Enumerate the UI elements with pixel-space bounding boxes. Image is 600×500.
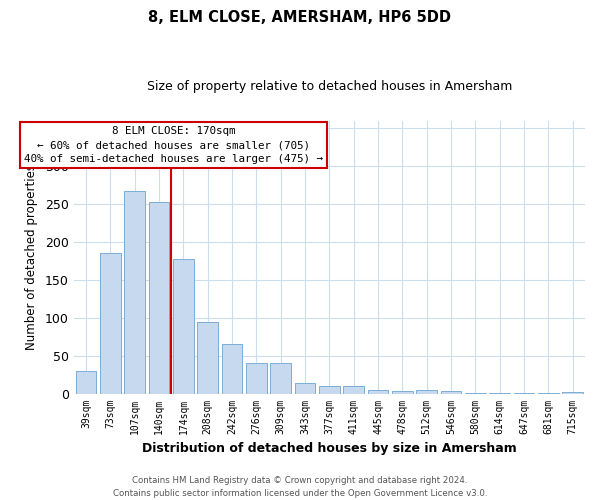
Bar — [441, 392, 461, 394]
Bar — [271, 363, 291, 394]
Title: Size of property relative to detached houses in Amersham: Size of property relative to detached ho… — [147, 80, 512, 93]
Bar — [562, 392, 583, 394]
Bar — [173, 258, 194, 394]
Bar — [319, 386, 340, 394]
X-axis label: Distribution of detached houses by size in Amersham: Distribution of detached houses by size … — [142, 442, 517, 455]
Bar — [295, 383, 316, 394]
Bar — [100, 252, 121, 394]
Bar — [76, 371, 97, 394]
Bar — [197, 322, 218, 394]
Bar — [343, 386, 364, 394]
Bar — [368, 390, 388, 394]
Bar — [124, 191, 145, 394]
Bar — [149, 202, 169, 394]
Bar — [416, 390, 437, 394]
Bar — [246, 363, 267, 394]
Bar — [222, 344, 242, 394]
Bar — [538, 393, 559, 394]
Bar — [490, 393, 510, 394]
Bar — [392, 392, 413, 394]
Text: Contains HM Land Registry data © Crown copyright and database right 2024.
Contai: Contains HM Land Registry data © Crown c… — [113, 476, 487, 498]
Text: 8, ELM CLOSE, AMERSHAM, HP6 5DD: 8, ELM CLOSE, AMERSHAM, HP6 5DD — [149, 10, 452, 25]
Y-axis label: Number of detached properties: Number of detached properties — [25, 164, 38, 350]
Bar — [465, 393, 486, 394]
Bar — [514, 393, 535, 394]
Text: 8 ELM CLOSE: 170sqm
← 60% of detached houses are smaller (705)
40% of semi-detac: 8 ELM CLOSE: 170sqm ← 60% of detached ho… — [24, 126, 323, 164]
